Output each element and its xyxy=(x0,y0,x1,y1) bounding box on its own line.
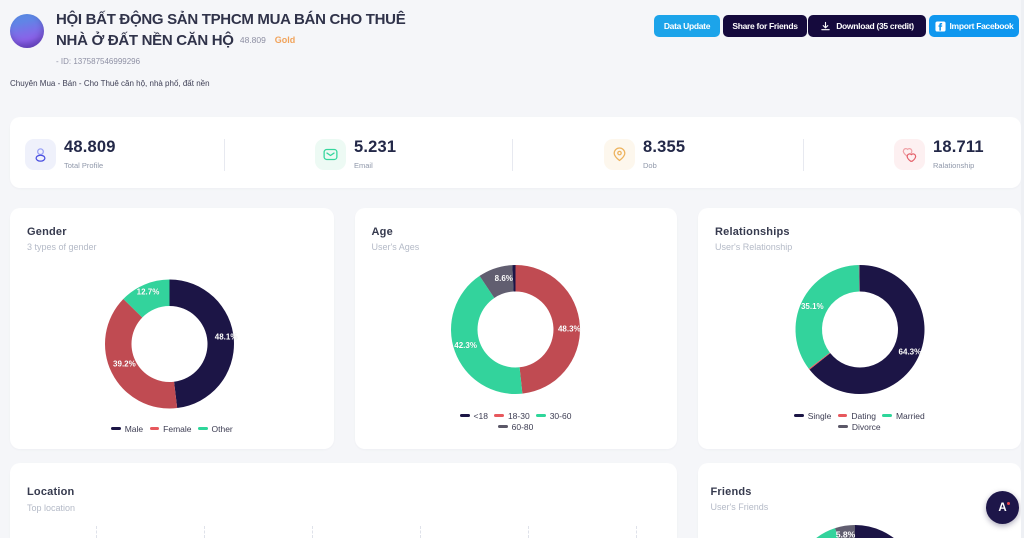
svg-text:42.3%: 42.3% xyxy=(454,340,477,349)
svg-text:8.6%: 8.6% xyxy=(494,274,512,283)
svg-text:48.3%: 48.3% xyxy=(557,324,580,333)
svg-text:48.1%: 48.1% xyxy=(215,332,238,341)
svg-text:39.2%: 39.2% xyxy=(113,359,136,368)
svg-text:35.1%: 35.1% xyxy=(801,301,824,310)
svg-text:5.8%: 5.8% xyxy=(836,530,856,538)
svg-text:12.7%: 12.7% xyxy=(137,287,160,296)
svg-text:64.3%: 64.3% xyxy=(899,347,922,356)
